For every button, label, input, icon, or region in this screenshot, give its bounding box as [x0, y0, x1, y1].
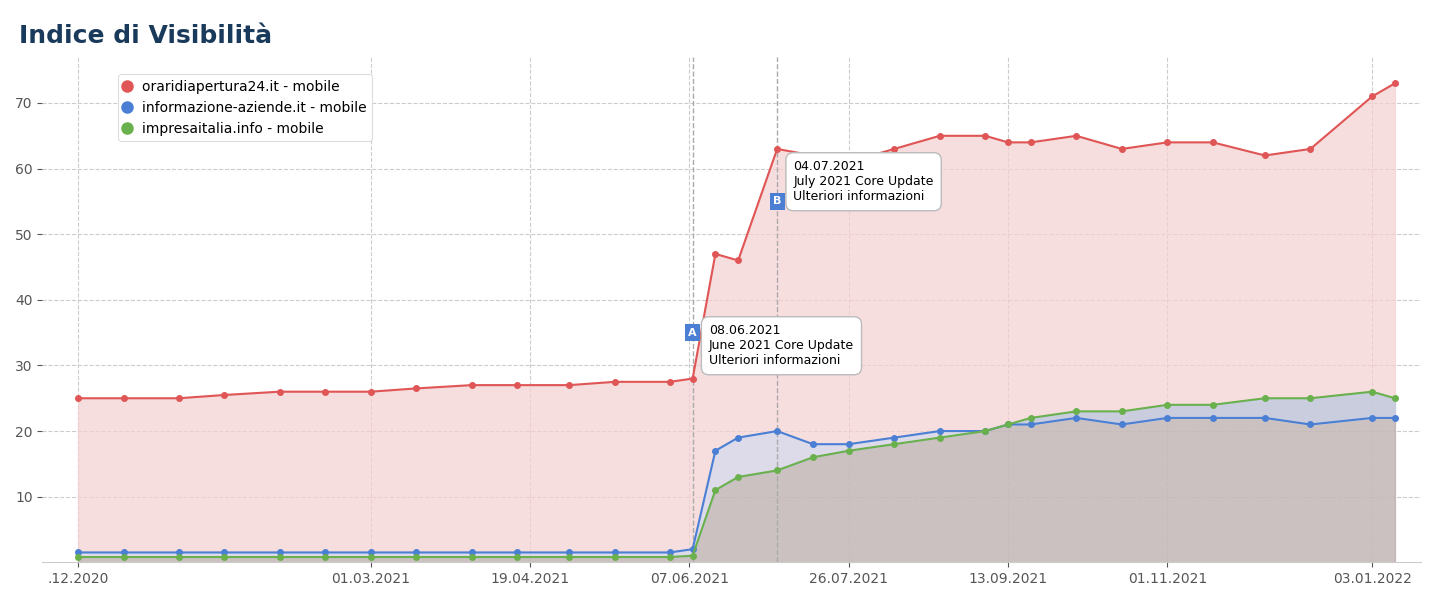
Text: 04.07.2021
July 2021 Core Update
Ulteriori informazioni: 04.07.2021 July 2021 Core Update Ulterio…: [794, 160, 933, 203]
Text: Indice di Visibilità: Indice di Visibilità: [19, 24, 271, 48]
Text: 08.06.2021
June 2021 Core Update
Ulteriori informazioni: 08.06.2021 June 2021 Core Update Ulterio…: [709, 325, 854, 367]
Text: B: B: [773, 197, 781, 206]
Legend: oraridiapertura24.it - mobile, informazione-aziende.it - mobile, impresaitalia.i: oraridiapertura24.it - mobile, informazi…: [118, 74, 372, 141]
Text: A: A: [688, 328, 696, 338]
